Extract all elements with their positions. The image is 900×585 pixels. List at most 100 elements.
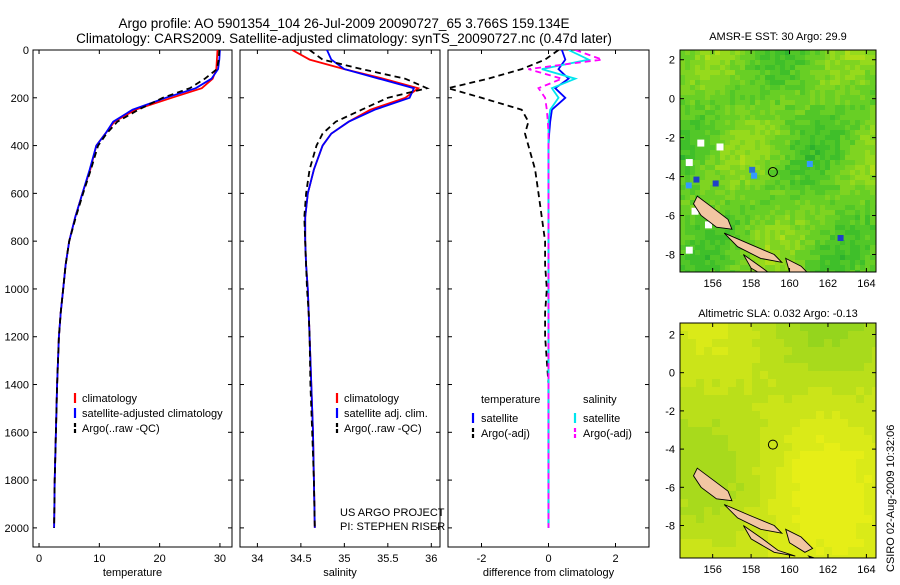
missing-cell	[704, 221, 712, 229]
map-cell	[696, 491, 704, 499]
map-cell	[860, 140, 865, 145]
map-cell	[680, 331, 688, 339]
map-cell	[685, 240, 690, 245]
map-cell	[690, 225, 695, 230]
map-cell	[680, 155, 685, 160]
map-cell	[725, 240, 730, 245]
map-cell	[735, 110, 740, 115]
map-cell	[690, 125, 695, 130]
map-cell	[728, 371, 736, 379]
map-cell	[710, 225, 715, 230]
map-cell	[795, 160, 800, 165]
map-cell	[824, 451, 832, 459]
map-cell	[736, 339, 744, 347]
map-cell	[735, 250, 740, 255]
map-cell	[835, 65, 840, 70]
map-cell	[856, 347, 864, 355]
map-cell	[755, 170, 760, 175]
map-cell	[705, 200, 710, 205]
map-cell	[825, 130, 830, 135]
map-cell	[710, 110, 715, 115]
map-cell	[835, 75, 840, 80]
map-cell	[865, 135, 870, 140]
map-cell	[845, 100, 850, 105]
y-tick-label: -4	[665, 444, 675, 456]
map-cell	[725, 100, 730, 105]
map-cell	[680, 467, 688, 475]
map-cell	[680, 245, 685, 250]
map-cell	[715, 235, 720, 240]
map-cell	[795, 255, 800, 260]
map-cell	[696, 443, 704, 451]
map-cell	[820, 230, 825, 235]
map-cell	[860, 245, 865, 250]
map-cell	[860, 80, 865, 85]
map-cell	[872, 347, 876, 355]
map-cell	[784, 539, 792, 547]
map-cell	[835, 70, 840, 75]
x-tick-label: 164	[857, 278, 875, 290]
map-cell	[760, 155, 765, 160]
map-cell	[800, 347, 808, 355]
map-cell	[800, 435, 808, 443]
map-cell	[730, 265, 735, 270]
map-cell	[790, 195, 795, 200]
map-cell	[680, 323, 688, 331]
map-cell	[690, 95, 695, 100]
map-cell	[848, 483, 856, 491]
map-cell	[860, 260, 865, 265]
map-cell	[750, 145, 755, 150]
map-cell	[864, 411, 872, 419]
map-cell	[710, 165, 715, 170]
map-cell	[824, 331, 832, 339]
land-mass	[692, 467, 733, 502]
map-cell	[825, 265, 830, 270]
map-cell	[815, 215, 820, 220]
map-cell	[760, 235, 765, 240]
map-cell	[755, 75, 760, 80]
legend-entry: Argo(-adj)	[481, 428, 530, 440]
map-cell	[705, 250, 710, 255]
map-cell	[845, 65, 850, 70]
map-cell	[800, 70, 805, 75]
map-cell	[735, 200, 740, 205]
map-cell	[820, 190, 825, 195]
map-cell	[740, 125, 745, 130]
map-cell	[680, 427, 688, 435]
map-cell	[816, 467, 824, 475]
map-cell	[805, 85, 810, 90]
map-cell	[735, 90, 740, 95]
map-cell	[870, 230, 875, 235]
map-cell	[850, 185, 855, 190]
map-cell	[845, 255, 850, 260]
map-cell	[685, 220, 690, 225]
map-cell	[775, 160, 780, 165]
map-cell	[808, 339, 816, 347]
map-cell	[776, 371, 784, 379]
map-cell	[815, 245, 820, 250]
map-cell	[785, 160, 790, 165]
map-cell	[825, 245, 830, 250]
map-cell	[815, 185, 820, 190]
map-cell	[810, 175, 815, 180]
map-cell	[795, 150, 800, 155]
map-cell	[785, 130, 790, 135]
map-cell	[740, 150, 745, 155]
map-cell	[776, 403, 784, 411]
map-cell	[820, 145, 825, 150]
map-cell	[736, 427, 744, 435]
map-cell	[704, 411, 712, 419]
map-cell	[720, 499, 728, 507]
x-tick-label: 35	[338, 553, 350, 565]
map-cell	[755, 205, 760, 210]
map-cell	[700, 255, 705, 260]
map-cell	[825, 155, 830, 160]
map-cell	[825, 165, 830, 170]
map-cell	[780, 110, 785, 115]
map-cell	[680, 260, 685, 265]
map-cell	[700, 130, 705, 135]
map-cell	[840, 347, 848, 355]
map-cell	[790, 245, 795, 250]
map-cell	[855, 220, 860, 225]
map-cell	[808, 523, 816, 531]
